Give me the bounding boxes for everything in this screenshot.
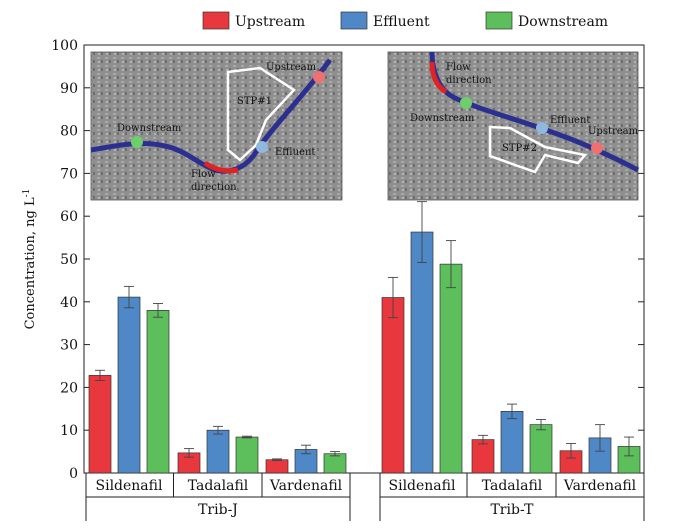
y-tick-label: 40 — [60, 295, 78, 311]
bar — [206, 429, 230, 474]
y-tick-label: 100 — [51, 38, 78, 54]
y-tick-label: 30 — [60, 338, 78, 354]
legend-label: Upstream — [235, 14, 305, 30]
y-tick-label: 10 — [60, 423, 78, 439]
category-axis: Sildenafil Tadalafil Vardenafil Trib-J Silde… — [85, 473, 645, 521]
inset1-label-stp: STP#1 — [237, 96, 272, 107]
y-axis-label: Concentration, ng L-1 — [22, 189, 38, 330]
compound-label: Vardenafil — [269, 478, 343, 494]
y-tick-label: 70 — [60, 166, 78, 182]
group-label: Trib-J — [198, 502, 238, 518]
bars — [88, 201, 641, 474]
inset1-label-effluent: Effluent — [275, 147, 315, 158]
compound-label: Tadalafil — [188, 478, 249, 494]
bar — [381, 297, 405, 474]
legend-label: Effluent — [373, 14, 430, 30]
y-tick-label: 20 — [60, 380, 78, 396]
compound-label: Tadalafil — [482, 478, 543, 494]
legend-swatch — [340, 11, 368, 30]
compound-label: Sildenafil — [389, 478, 456, 494]
inset1-label-flow: Flow — [191, 169, 216, 180]
bar — [500, 411, 524, 474]
bar — [146, 310, 170, 474]
inset2-label-direction: direction — [446, 75, 492, 86]
legend-label: Downstream — [518, 14, 608, 30]
inset-map-stp1: Upstream STP#1 Downstream Effluent Flow … — [90, 51, 343, 201]
y-tick-label: 50 — [60, 252, 78, 268]
legend-swatch — [485, 11, 513, 30]
inset2-label-effluent: Effluent — [550, 115, 590, 126]
group-label: Trib-T — [490, 502, 534, 518]
legend: Upstream Effluent Downstream — [202, 11, 608, 30]
inset2-label-flow: Flow — [446, 62, 471, 73]
bar — [439, 263, 463, 474]
compound-label: Vardenafil — [563, 478, 637, 494]
y-tick-label: 90 — [60, 81, 78, 97]
bar — [235, 436, 259, 474]
inset1-label-direction: direction — [191, 182, 237, 193]
bar — [88, 375, 112, 474]
compound-label: Sildenafil — [96, 478, 163, 494]
bar — [471, 439, 495, 474]
inset2-label-upstream: Upstream — [588, 126, 639, 137]
legend-swatch — [202, 11, 230, 30]
inset-map-stp2: Flow direction Downstream Effluent Upstr… — [387, 51, 640, 201]
y-tick-label: 0 — [69, 466, 78, 482]
bar — [265, 459, 289, 474]
inset2-label-stp: STP#2 — [502, 143, 537, 154]
inset2-label-downstream: Downstream — [410, 113, 475, 124]
inset1-label-downstream: Downstream — [117, 123, 182, 134]
bar — [323, 453, 347, 474]
bar — [117, 296, 141, 474]
inset1-label-upstream: Upstream — [266, 62, 317, 73]
bar — [529, 424, 553, 474]
bar — [410, 231, 434, 474]
y-tick-label: 60 — [60, 209, 78, 225]
y-axis: 0 10 20 30 40 50 60 70 80 90 100 — [51, 38, 644, 482]
y-tick-label: 80 — [60, 124, 78, 140]
